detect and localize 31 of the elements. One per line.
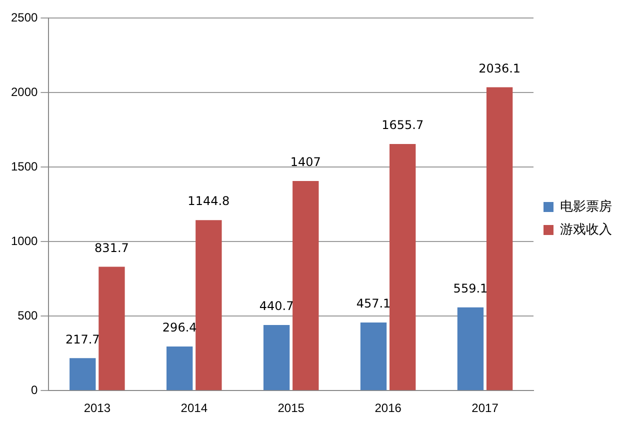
data-label: 457.1	[356, 296, 391, 311]
bar	[70, 358, 96, 390]
y-tick-label: 2500	[10, 10, 38, 25]
x-tick-label: 2017	[472, 401, 499, 416]
y-tick-label: 500	[18, 308, 38, 322]
bar	[390, 144, 416, 390]
y-tick-label: 0	[31, 382, 38, 397]
x-tick-label: 2013	[84, 401, 111, 416]
y-tick-label: 2000	[10, 84, 38, 99]
bar	[292, 181, 319, 390]
y-tick-label: 1000	[10, 234, 38, 248]
data-label: 559.1	[453, 281, 488, 296]
data-label: 1144.8	[188, 194, 230, 208]
legend-label: 游戏收入	[560, 222, 612, 238]
bar	[360, 322, 387, 390]
data-label: 217.7	[65, 332, 100, 346]
bar	[166, 346, 193, 390]
y-tick-label: 1500	[10, 159, 38, 174]
x-tick-label: 2016	[374, 401, 402, 416]
bar	[457, 307, 484, 390]
bar	[263, 324, 290, 390]
data-label: 1655.7	[382, 118, 424, 132]
bar	[486, 87, 513, 390]
data-label: 2036.1	[478, 61, 521, 76]
x-tick-label: 2015	[278, 401, 305, 416]
data-label: 831.7	[94, 240, 129, 255]
x-tick-label: 2014	[180, 401, 208, 416]
legend-label: 电影票房	[560, 198, 612, 214]
bar	[98, 266, 125, 390]
data-label: 1407	[290, 155, 321, 170]
bar	[196, 220, 222, 390]
